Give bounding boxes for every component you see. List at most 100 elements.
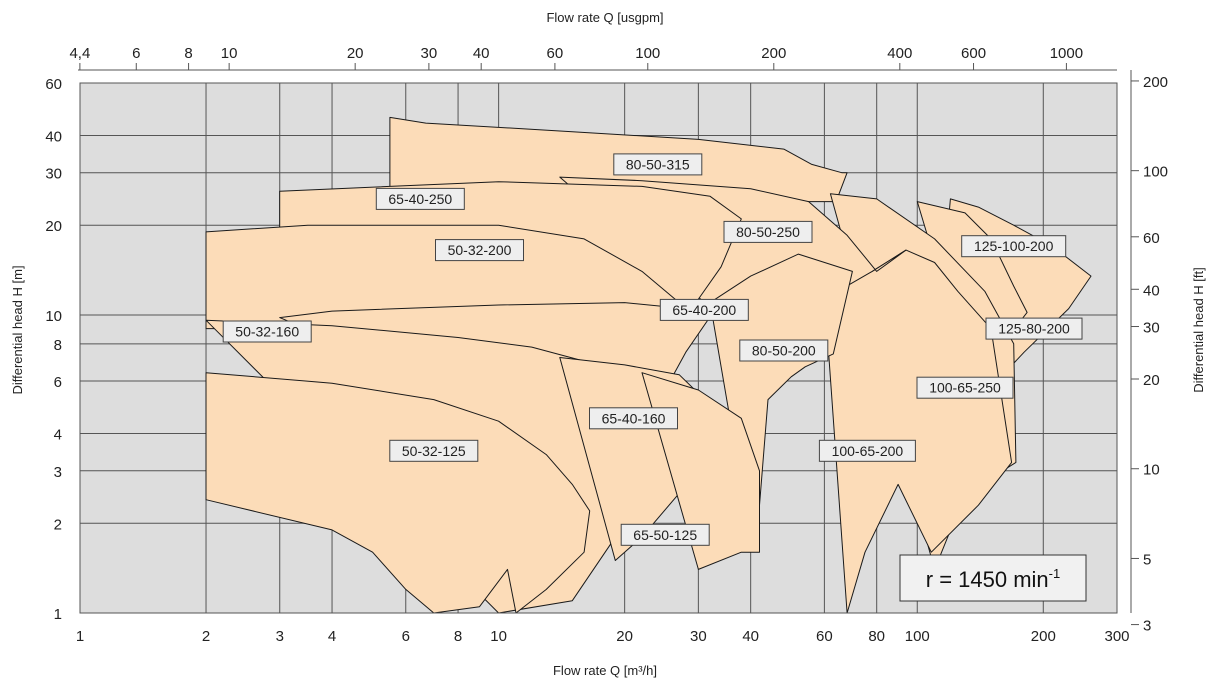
x-tick-label: 60 [816,628,833,645]
y2-axis: 3 5 10 20 30 40 60 100 200 [1130,70,1168,635]
x-tick-label: 20 [616,628,633,645]
pump-label-50-32-125: 50-32-125 [389,439,479,462]
x-tick-label: 8 [454,628,462,645]
pump-model-labels: 80-50-315 125-100-200 125-80-200 100-65-250… [222,153,1083,546]
x2-axis: 4,4 6 8 10 20 30 40 60 100 200 400 600 1000 [69,45,1117,71]
x-tick-label: 30 [690,628,707,645]
pump-label-box [985,317,1083,340]
x-tick-label: 6 [402,628,410,645]
pump-label-50-32-160: 50-32-160 [222,320,312,343]
x-tick-label: 2 [202,628,210,645]
x2-tick-label: 4,4 [69,45,90,62]
pump-label-box [818,439,916,462]
pump-label-box [222,320,312,343]
pump-label-text: 80-50-315 [626,156,690,172]
pump-label-65-40-200: 65-40-200 [659,298,749,321]
pump-label-box [961,235,1067,258]
pump-curve-50-32-125 [205,372,591,614]
x2-tick-label: 200 [761,45,786,62]
x2-tick-label: 600 [961,45,986,62]
x-tick-label: 300 [1104,628,1129,645]
pump-label-box [659,298,749,321]
pump-label-125-80-200: 125-80-200 [985,317,1083,340]
pump-label-65-40-250: 65-40-250 [375,187,465,210]
y-tick-label: 20 [45,218,62,235]
y-tick-label: 10 [45,308,62,325]
x-tick-label: 40 [742,628,759,645]
svg-text:r = 1450 min-1: r = 1450 min-1 [926,566,1060,592]
x-tick-label: 100 [905,628,930,645]
pump-label-80-50-200: 80-50-200 [739,339,829,362]
pump-label-65-40-160: 65-40-160 [589,407,678,430]
y2-tick-label: 30 [1143,320,1160,337]
pump-label-box [375,187,465,210]
y-tick-label: 40 [45,128,62,145]
y-tick-label: 2 [54,516,62,533]
x2-tick-label: 20 [347,45,364,62]
pump-label-80-50-250: 80-50-250 [723,220,813,243]
x-tick-label: 1 [76,628,84,645]
pump-label-box [589,407,678,430]
y-axis-ticks: 1 2 3 4 6 8 10 20 30 40 60 [45,76,62,623]
pump-label-box [620,523,710,546]
pump-label-text: 65-40-160 [602,410,666,426]
y-axis-title: Differential head H [m] [10,265,25,394]
pump-label-text: 80-50-250 [736,224,800,240]
x-axis-ticks: 1 2 3 4 6 8 10 20 30 40 60 80 100 200 300 [76,628,1130,645]
pump-label-text: 100-65-200 [832,443,904,459]
y-tick-label: 8 [54,337,62,354]
pump-label-text: 65-40-200 [672,302,736,318]
speed-annotation-text: r = 1450 min [926,567,1049,592]
y2-tick-label: 200 [1143,74,1168,91]
pump-label-text: 80-50-200 [752,343,816,359]
pump-label-text: 50-32-200 [448,242,512,258]
pump-label-box [916,376,1014,399]
pump-label-50-32-200: 50-32-200 [435,239,524,262]
pump-label-box [613,153,703,176]
x2-tick-label: 6 [132,45,140,62]
y2-tick-label: 10 [1143,462,1160,479]
pump-label-text: 50-32-125 [402,443,466,459]
speed-annotation-superscript: -1 [1049,566,1061,581]
x2-tick-label: 1000 [1050,45,1083,62]
y-tick-label: 6 [54,374,62,391]
pump-label-text: 50-32-160 [235,324,299,340]
pump-label-100-65-200: 100-65-200 [818,439,916,462]
x2-tick-label: 400 [887,45,912,62]
pump-label-text: 65-50-125 [633,527,697,543]
y2-tick-label: 40 [1143,282,1160,299]
x-tick-label: 10 [490,628,507,645]
pump-label-box [389,439,479,462]
y2-axis-title: Differential head H [ft] [1191,267,1206,393]
y2-tick-label: 60 [1143,230,1160,247]
x-tick-label: 80 [868,628,885,645]
pump-label-box [435,239,524,262]
pump-label-text: 100-65-250 [929,380,1001,396]
x2-tick-label: 100 [635,45,660,62]
y2-tick-label: 3 [1143,618,1151,635]
pump-curve-areas [205,116,1092,614]
y-tick-label: 1 [54,606,62,623]
x-tick-label: 4 [328,628,336,645]
x2-tick-label: 60 [547,45,564,62]
pump-label-text: 65-40-250 [388,191,452,207]
x-tick-label: 3 [276,628,284,645]
y-tick-label: 60 [45,76,62,93]
x2-tick-label: 8 [184,45,192,62]
x-tick-label: 200 [1031,628,1056,645]
y2-tick-label: 20 [1143,372,1160,389]
pump-label-box [723,220,813,243]
pump-label-65-50-125: 65-50-125 [620,523,710,546]
pump-label-80-50-315: 80-50-315 [613,153,703,176]
x-axis-title: Flow rate Q [m³/h] [553,663,657,678]
x2-tick-label: 40 [473,45,490,62]
y2-tick-label: 5 [1143,551,1151,568]
pump-label-box [739,339,829,362]
pump-label-text: 125-100-200 [974,238,1054,254]
y-tick-label: 30 [45,166,62,183]
x2-axis-title: Flow rate Q [usgpm] [546,10,663,25]
y-tick-label: 3 [54,464,62,481]
x2-tick-label: 10 [221,45,238,62]
pump-label-125-100-200: 125-100-200 [961,235,1067,258]
